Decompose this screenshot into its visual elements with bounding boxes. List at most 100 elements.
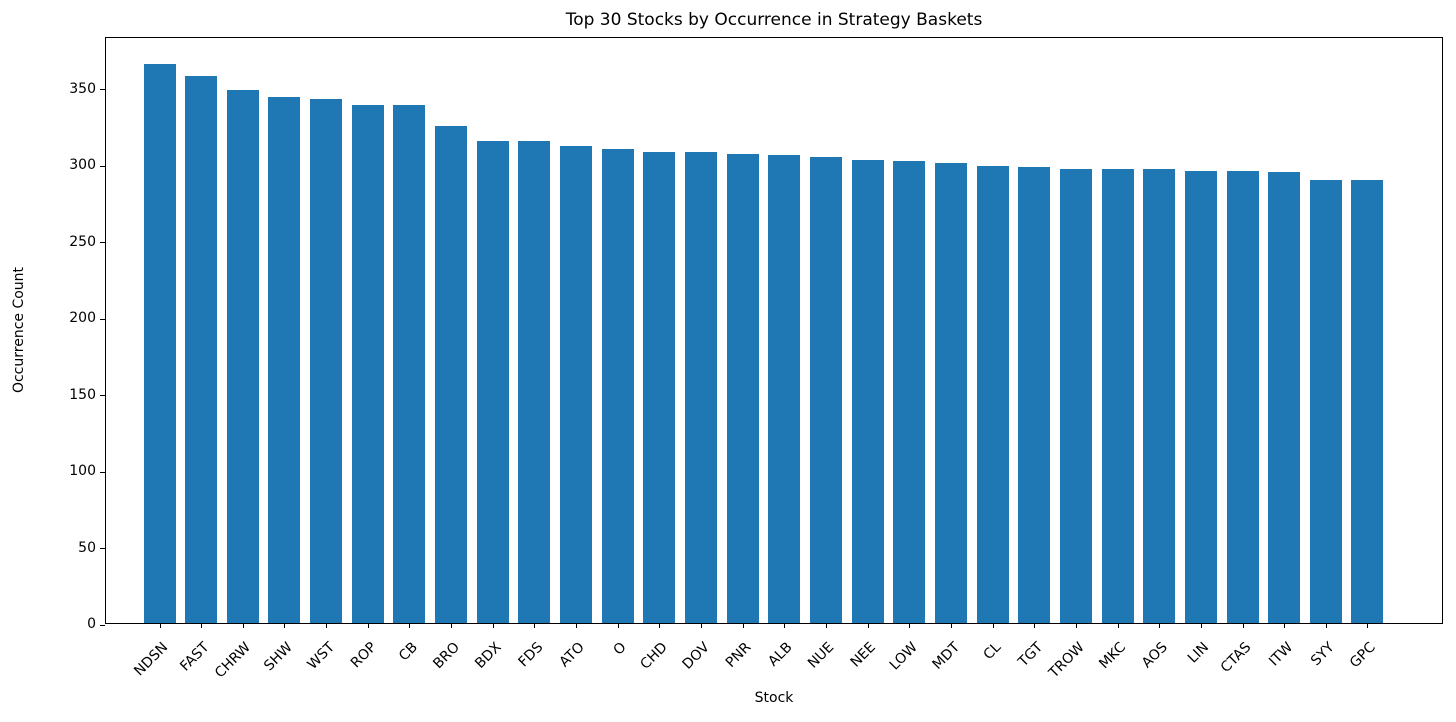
x-tick-label-lin: LIN <box>1185 639 1213 667</box>
x-tick-mark <box>701 623 702 628</box>
y-tick-label: 100 <box>69 463 96 480</box>
bar-ndsn <box>143 63 176 623</box>
bar-cb <box>393 104 426 623</box>
x-tick-mark <box>1034 623 1036 628</box>
plot-area: 0 50 100 150 200 250 300 350 NDSN FAST CHRW SHW WST R… <box>69 37 1443 681</box>
x-tick-label-chrw: CHRW <box>212 639 255 682</box>
x-tick-label-aos: AOS <box>1138 639 1171 672</box>
x-tick-label-pnr: PNR <box>722 639 755 671</box>
x-tick-mark <box>576 623 578 628</box>
bar-alb <box>768 155 801 623</box>
y-tick-label: 200 <box>69 310 96 327</box>
x-tick-label-mdt: MDT <box>929 639 963 673</box>
chart-title: Top 30 Stocks by Occurrence in Strategy … <box>565 10 983 30</box>
bar-shw <box>268 97 301 623</box>
x-tick-mark <box>242 623 244 628</box>
x-tick-label-syy: SYY <box>1307 639 1338 670</box>
x-tick-mark <box>534 623 536 628</box>
x-tick-label-rop: ROP <box>347 639 380 672</box>
bar-ctas <box>1226 170 1259 623</box>
y-tick-mark <box>100 471 105 473</box>
x-tick-mark <box>1284 623 1286 628</box>
bar-low <box>893 161 926 623</box>
bar-mkc <box>1101 169 1134 623</box>
x-tick-mark <box>284 623 286 628</box>
x-tick-label-itw: ITW <box>1265 639 1296 670</box>
x-tick-mark <box>867 623 869 628</box>
x-tick-label-mkc: MKC <box>1096 639 1130 673</box>
y-tick-mark <box>100 624 105 626</box>
bar-lin <box>1184 170 1217 623</box>
x-tick-mark <box>1242 623 1244 628</box>
bar-fds <box>518 141 551 623</box>
y-tick-label: 150 <box>69 386 96 403</box>
x-axis-label: Stock <box>754 690 794 706</box>
y-tick-mark <box>100 548 105 550</box>
bar-cl <box>976 165 1009 623</box>
x-tick-mark <box>1325 623 1327 628</box>
x-tick-label-cl: CL <box>980 639 1005 664</box>
bar-o <box>601 149 634 623</box>
x-tick-mark <box>825 623 827 628</box>
bar-chd <box>643 152 676 623</box>
x-tick-mark <box>617 623 619 628</box>
x-tick-mark <box>367 623 369 628</box>
x-tick-mark <box>909 623 911 628</box>
bar-trow <box>1059 169 1092 623</box>
x-tick-mark <box>659 623 661 628</box>
x-tick-label-o: O <box>610 639 630 659</box>
x-tick-mark <box>784 623 786 628</box>
x-tick-label-bro: BRO <box>429 639 463 673</box>
bar-dov <box>685 152 717 623</box>
y-tick-label: 250 <box>69 234 96 251</box>
bar-gpc <box>1351 179 1384 623</box>
bar-bdx <box>476 141 509 623</box>
x-tick-label-tgt: TGT <box>1015 639 1046 671</box>
bar-nue <box>809 156 842 623</box>
x-tick-mark <box>742 623 744 628</box>
bar-pnr <box>726 153 759 623</box>
y-tick-mark <box>100 89 105 91</box>
x-tick-mark <box>409 623 411 628</box>
x-tick-label-chd: CHD <box>637 639 672 673</box>
x-tick-label-trow: TROW <box>1045 639 1088 682</box>
x-tick-mark <box>950 623 952 628</box>
bar-rop <box>351 104 384 623</box>
x-tick-label-bdx: BDX <box>471 639 505 672</box>
x-tick-mark <box>1159 623 1161 628</box>
x-tick-mark <box>201 623 203 628</box>
x-tick-mark <box>992 623 994 628</box>
y-tick-label: 0 <box>87 616 96 633</box>
x-tick-mark <box>492 623 494 628</box>
x-tick-label-alb: ALB <box>765 639 796 670</box>
x-tick-mark <box>1075 623 1077 628</box>
bar-ato <box>560 146 593 623</box>
x-tick-label-fast: FAST <box>177 639 213 675</box>
x-tick-label-nue: NUE <box>805 639 838 672</box>
bar-itw <box>1268 172 1301 623</box>
x-tick-label-low: LOW <box>886 639 921 674</box>
y-tick-mark <box>100 242 105 244</box>
y-tick-mark <box>100 165 105 167</box>
y-tick-label: 300 <box>69 157 96 174</box>
x-tick-mark <box>159 623 161 628</box>
bar-mdt <box>934 162 967 623</box>
x-tick-mark <box>326 623 328 628</box>
x-tick-mark <box>1200 623 1202 628</box>
x-tick-label-gpc: GPC <box>1347 639 1380 672</box>
x-tick-label-fds: FDS <box>515 639 547 671</box>
bar-syy <box>1309 179 1342 623</box>
y-axis-label: Occurrence Count <box>11 266 27 394</box>
x-tick-label-wst: WST <box>304 639 338 673</box>
x-tick-label-ndsn: NDSN <box>131 639 172 680</box>
x-tick-mark <box>1367 623 1369 628</box>
bar-fast <box>185 75 218 623</box>
x-tick-label-ctas: CTAS <box>1217 639 1255 676</box>
y-tick-label: 350 <box>69 81 96 98</box>
y-tick-mark <box>100 318 105 320</box>
bar-bro <box>435 126 468 623</box>
x-tick-label-dov: DOV <box>679 639 713 673</box>
bar-chrw <box>226 89 259 623</box>
x-tick-label-nee: NEE <box>848 639 880 671</box>
